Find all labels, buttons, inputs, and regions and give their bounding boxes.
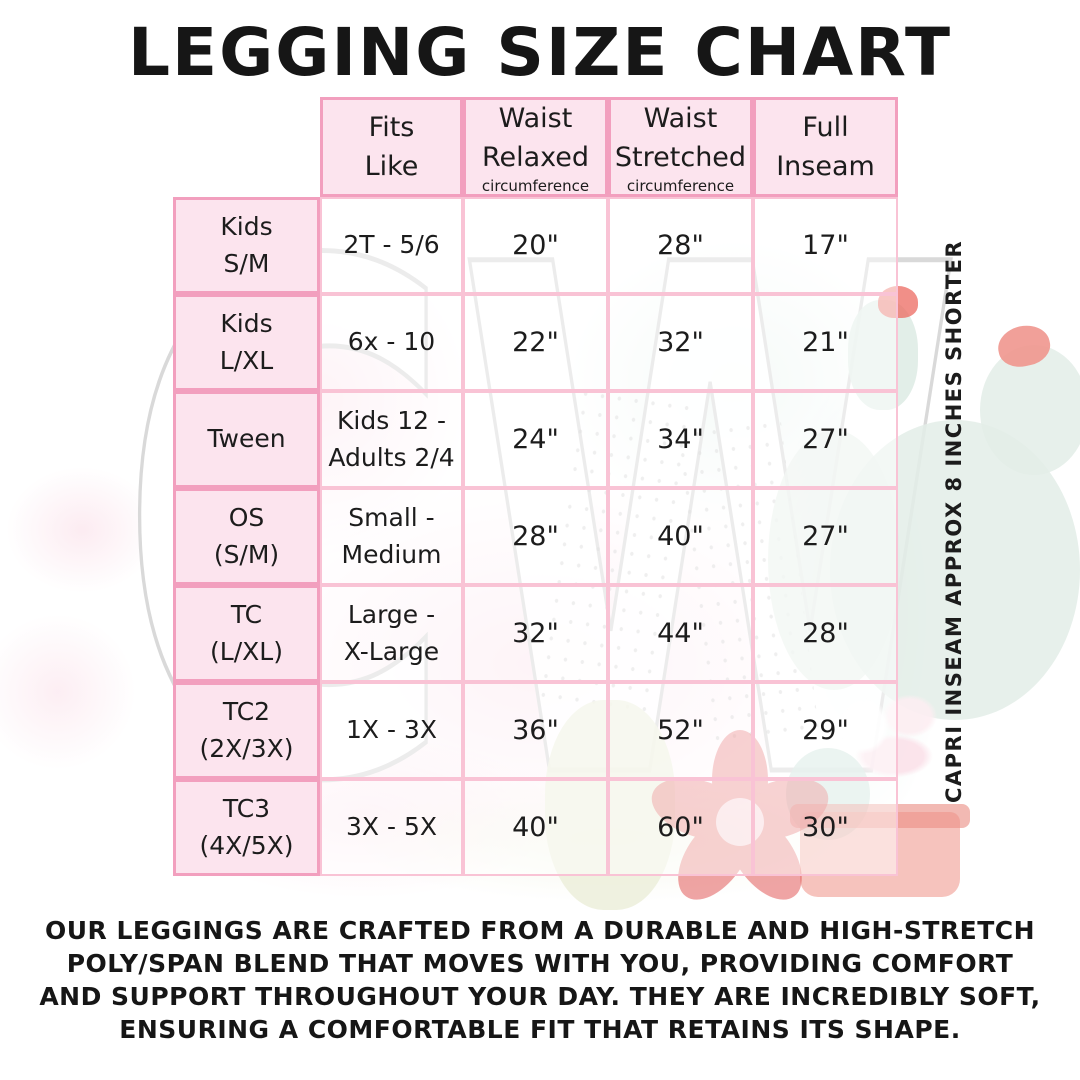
column-header-sublabel: circumference [481, 177, 590, 196]
size-cell: 6x - 10 [320, 294, 463, 391]
size-cell: Small - Medium [320, 488, 463, 585]
size-cell: 24" [463, 391, 608, 488]
size-cell: 27" [753, 488, 898, 585]
size-cell: 20" [463, 197, 608, 294]
row-header-tc3: TC3 (4X/5X) [173, 779, 320, 876]
watercolor-wash-left [0, 440, 190, 800]
size-cell: 52" [608, 682, 753, 779]
size-cell: 44" [608, 585, 753, 682]
size-cell: Large - X-Large [320, 585, 463, 682]
row-header-kids-sm: Kids S/M [173, 197, 320, 294]
size-cell: 28" [608, 197, 753, 294]
column-header-waist-relaxed: Waist Relaxed circumference [463, 97, 608, 197]
size-cell: 3X - 5X [320, 779, 463, 876]
column-header-full-inseam: Full Inseam [753, 97, 898, 197]
size-cell: Kids 12 - Adults 2/4 [320, 391, 463, 488]
size-cell: 36" [463, 682, 608, 779]
column-header-label: Full Inseam [776, 111, 875, 182]
size-cell: 22" [463, 294, 608, 391]
size-cell: 40" [608, 488, 753, 585]
column-header-fits-like: Fits Like [320, 97, 463, 197]
row-header-tc2: TC2 (2X/3X) [173, 682, 320, 779]
row-header-tc-lxl: TC (L/XL) [173, 585, 320, 682]
column-header-waist-stretched: Waist Stretched circumference [608, 97, 753, 197]
size-cell: 32" [608, 294, 753, 391]
page-title: LEGGING SIZE CHART [127, 14, 953, 91]
cactus-pad-icon [980, 345, 1080, 475]
size-cell: 1X - 3X [320, 682, 463, 779]
size-cell: 34" [608, 391, 753, 488]
row-header-kids-lxl: Kids L/XL [173, 294, 320, 391]
row-header-os-sm: OS (S/M) [173, 488, 320, 585]
column-header-label: Fits Like [364, 111, 419, 182]
product-description: OUR LEGGINGS ARE CRAFTED FROM A DURABLE … [39, 916, 1041, 1044]
column-header-sublabel: circumference [626, 177, 735, 196]
row-header-tween: Tween [173, 391, 320, 488]
size-cell: 60" [608, 779, 753, 876]
column-header-label: Waist Relaxed [481, 103, 590, 174]
size-table: Fits Like Waist Relaxed circumference Wa… [173, 97, 898, 876]
size-cell: 28" [753, 585, 898, 682]
size-cell: 40" [463, 779, 608, 876]
size-cell: 30" [753, 779, 898, 876]
table-corner-cell [173, 97, 320, 197]
size-cell: 29" [753, 682, 898, 779]
size-cell: 17" [753, 197, 898, 294]
size-cell: 27" [753, 391, 898, 488]
size-cell: 28" [463, 488, 608, 585]
size-cell: 21" [753, 294, 898, 391]
column-header-label: Waist Stretched [614, 103, 747, 174]
size-cell: 2T - 5/6 [320, 197, 463, 294]
size-cell: 32" [463, 585, 608, 682]
capri-inseam-note: CAPRI INSEAM APPROX 8 INCHES SHORTER [942, 239, 966, 803]
